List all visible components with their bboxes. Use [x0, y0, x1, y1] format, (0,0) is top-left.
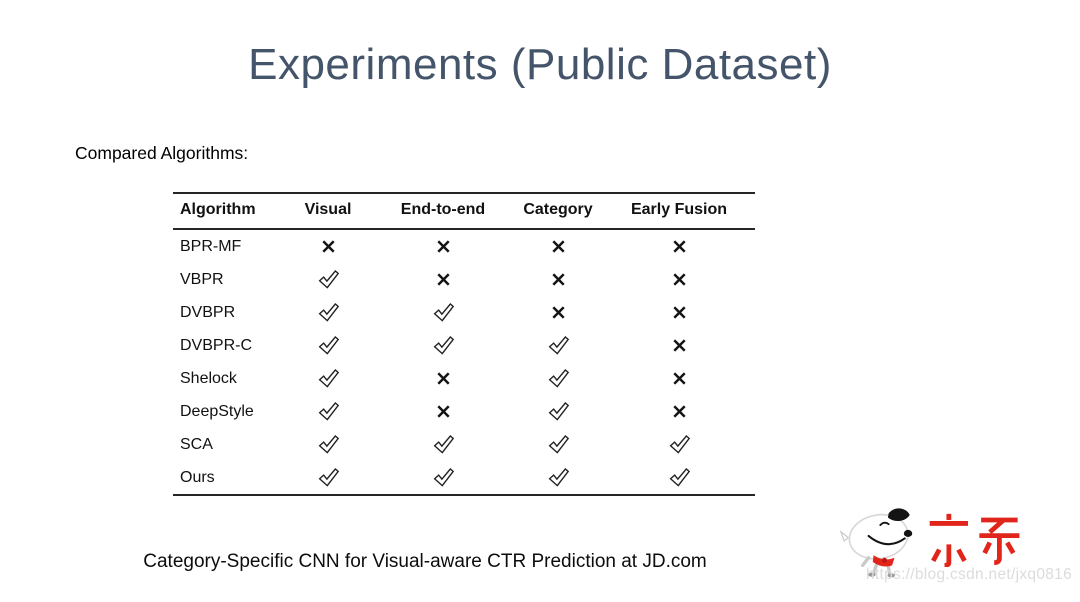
table-row: DeepStyle: [173, 395, 755, 428]
algorithm-name: SCA: [180, 435, 213, 453]
cross-icon: [551, 273, 565, 286]
mark-cell-cross: [373, 395, 513, 428]
table-row: Ours: [173, 461, 755, 495]
column-header-visual: Visual: [304, 201, 352, 218]
cross-icon: [321, 240, 335, 253]
check-icon: [548, 468, 569, 487]
table-row: DVBPR: [173, 296, 755, 329]
mark-cell-check: [603, 428, 755, 461]
cross-icon: [672, 372, 686, 385]
mark-cell-check: [513, 395, 603, 428]
mark-cell-check: [283, 362, 373, 395]
mark-cell-cross: [603, 329, 755, 362]
check-icon: [318, 303, 339, 322]
mark-cell-check: [283, 329, 373, 362]
algorithm-name: DVBPR: [180, 303, 236, 321]
cross-icon: [436, 405, 450, 418]
mark-cell-cross: [513, 296, 603, 329]
mark-cell-check: [373, 329, 513, 362]
check-icon: [433, 336, 454, 355]
check-icon: [548, 369, 569, 388]
table-row: BPR-MF: [173, 229, 755, 263]
mark-cell-cross: [513, 229, 603, 263]
table-header: Algorithm Visual End-to-end Category Early F…: [173, 193, 755, 229]
column-header-algorithm: Algorithm: [180, 201, 256, 218]
jd-logo: [840, 499, 1075, 589]
mark-cell-cross: [603, 229, 755, 263]
algorithm-name: DeepStyle: [180, 402, 254, 420]
check-icon: [433, 468, 454, 487]
mark-cell-check: [283, 263, 373, 296]
table-row: DVBPR-C: [173, 329, 755, 362]
check-icon: [318, 270, 339, 289]
table-row: VBPR: [173, 263, 755, 296]
mark-cell-check: [603, 461, 755, 495]
column-header-end-to-end: End-to-end: [400, 201, 486, 218]
mark-cell-check: [513, 428, 603, 461]
check-icon: [318, 402, 339, 421]
check-icon: [318, 435, 339, 454]
cross-icon: [672, 306, 686, 319]
mark-cell-check: [373, 428, 513, 461]
algorithm-name: VBPR: [180, 270, 224, 288]
mark-cell-check: [283, 461, 373, 495]
cross-icon: [672, 273, 686, 286]
cross-icon: [436, 273, 450, 286]
mark-cell-check: [513, 329, 603, 362]
cross-icon: [436, 240, 450, 253]
check-icon: [318, 468, 339, 487]
algorithm-name: BPR-MF: [180, 237, 242, 255]
mark-cell-cross: [603, 395, 755, 428]
mark-cell-check: [373, 461, 513, 495]
mark-cell-check: [373, 296, 513, 329]
check-icon: [318, 369, 339, 388]
mark-cell-cross: [603, 296, 755, 329]
check-icon: [433, 303, 454, 322]
mark-cell-cross: [373, 263, 513, 296]
compared-algorithms-label: Compared Algorithms:: [75, 143, 249, 163]
mark-cell-check: [283, 428, 373, 461]
cross-icon: [551, 306, 565, 319]
jd-mascot-icon: [840, 508, 913, 578]
mark-cell-check: [513, 461, 603, 495]
table-row: Shelock: [173, 362, 755, 395]
mark-cell-check: [283, 395, 373, 428]
check-icon: [548, 435, 569, 454]
check-icon: [669, 468, 690, 487]
column-header-category: Category: [523, 201, 593, 218]
cross-icon: [672, 240, 686, 253]
check-icon: [318, 336, 339, 355]
page-title: Experiments (Public Dataset): [248, 40, 832, 89]
check-icon: [548, 336, 569, 355]
mark-cell-cross: [283, 229, 373, 263]
mark-cell-cross: [603, 263, 755, 296]
cross-icon: [672, 339, 686, 352]
algorithm-name: Ours: [180, 468, 215, 486]
algorithm-name: DVBPR-C: [180, 336, 253, 354]
mark-cell-check: [283, 296, 373, 329]
jd-wordmark: [929, 513, 1020, 567]
column-header-early-fusion: Early Fusion: [630, 201, 728, 218]
table-row: SCA: [173, 428, 755, 461]
mark-cell-cross: [513, 263, 603, 296]
algorithm-comparison-table: Algorithm Visual End-to-end Category Early F…: [173, 192, 755, 496]
check-icon: [548, 402, 569, 421]
mark-cell-check: [513, 362, 603, 395]
check-icon: [433, 435, 454, 454]
cross-icon: [551, 240, 565, 253]
mark-cell-cross: [373, 229, 513, 263]
algorithm-name: Shelock: [180, 369, 237, 387]
cross-icon: [672, 405, 686, 418]
cross-icon: [436, 372, 450, 385]
mark-cell-cross: [603, 362, 755, 395]
check-icon: [669, 435, 690, 454]
slide-caption: Category-Specific CNN for Visual-aware C…: [143, 551, 707, 572]
csdn-watermark: https://blog.csdn.net/jxq0816: [865, 566, 1072, 583]
mark-cell-cross: [373, 362, 513, 395]
